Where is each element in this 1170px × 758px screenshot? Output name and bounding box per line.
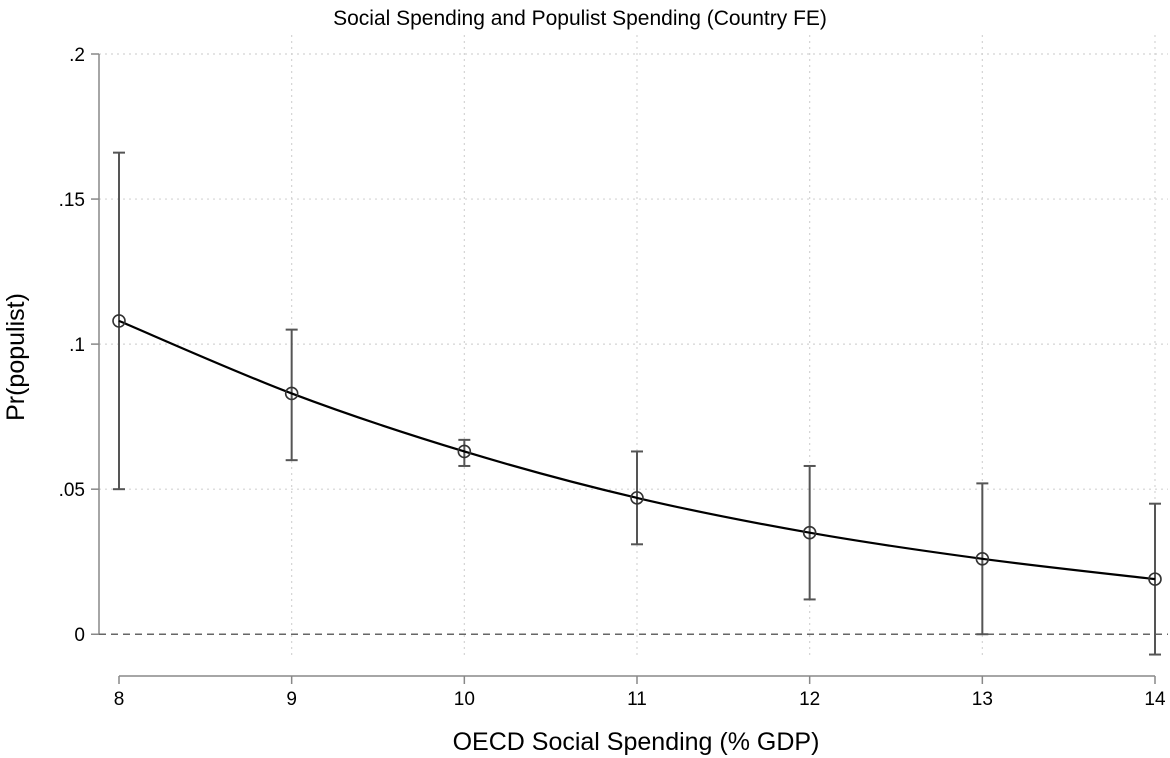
y-tick-label: .15 — [59, 190, 85, 211]
data-point — [284, 386, 299, 401]
data-point — [975, 552, 990, 566]
y-tick-label: .05 — [59, 480, 85, 501]
y-axis-title: Pr(populist) — [2, 293, 30, 421]
axes: 8 9 10 11 12 13 14 0 .05 .1 .15 .2 — [59, 45, 1166, 710]
x-axis-title: OECD Social Spending (% GDP) — [453, 728, 820, 756]
data-point — [1148, 572, 1162, 586]
y-tick-label: .1 — [69, 335, 85, 356]
x-tick-label: 9 — [286, 689, 297, 710]
x-tick-label: 13 — [972, 689, 993, 710]
series-line-path — [118, 319, 1156, 581]
error-bar — [285, 328, 298, 462]
x-tick-label: 11 — [627, 689, 647, 710]
series-points — [112, 314, 1162, 586]
y-tick-label: 0 — [74, 625, 85, 646]
error-bar — [458, 438, 471, 467]
data-point — [457, 444, 472, 459]
series-line — [118, 319, 1156, 581]
data-point — [802, 525, 817, 540]
error-bar — [113, 151, 125, 491]
data-point — [630, 491, 644, 505]
x-tick-label: 12 — [799, 689, 820, 710]
x-tick-label: 8 — [114, 689, 125, 710]
y-tick-label: .2 — [69, 45, 85, 66]
x-tick-label: 14 — [1144, 689, 1166, 710]
data-point — [112, 314, 126, 328]
chart-title: Social Spending and Populist Spending (C… — [333, 7, 827, 30]
x-tick-label: 10 — [454, 689, 475, 710]
